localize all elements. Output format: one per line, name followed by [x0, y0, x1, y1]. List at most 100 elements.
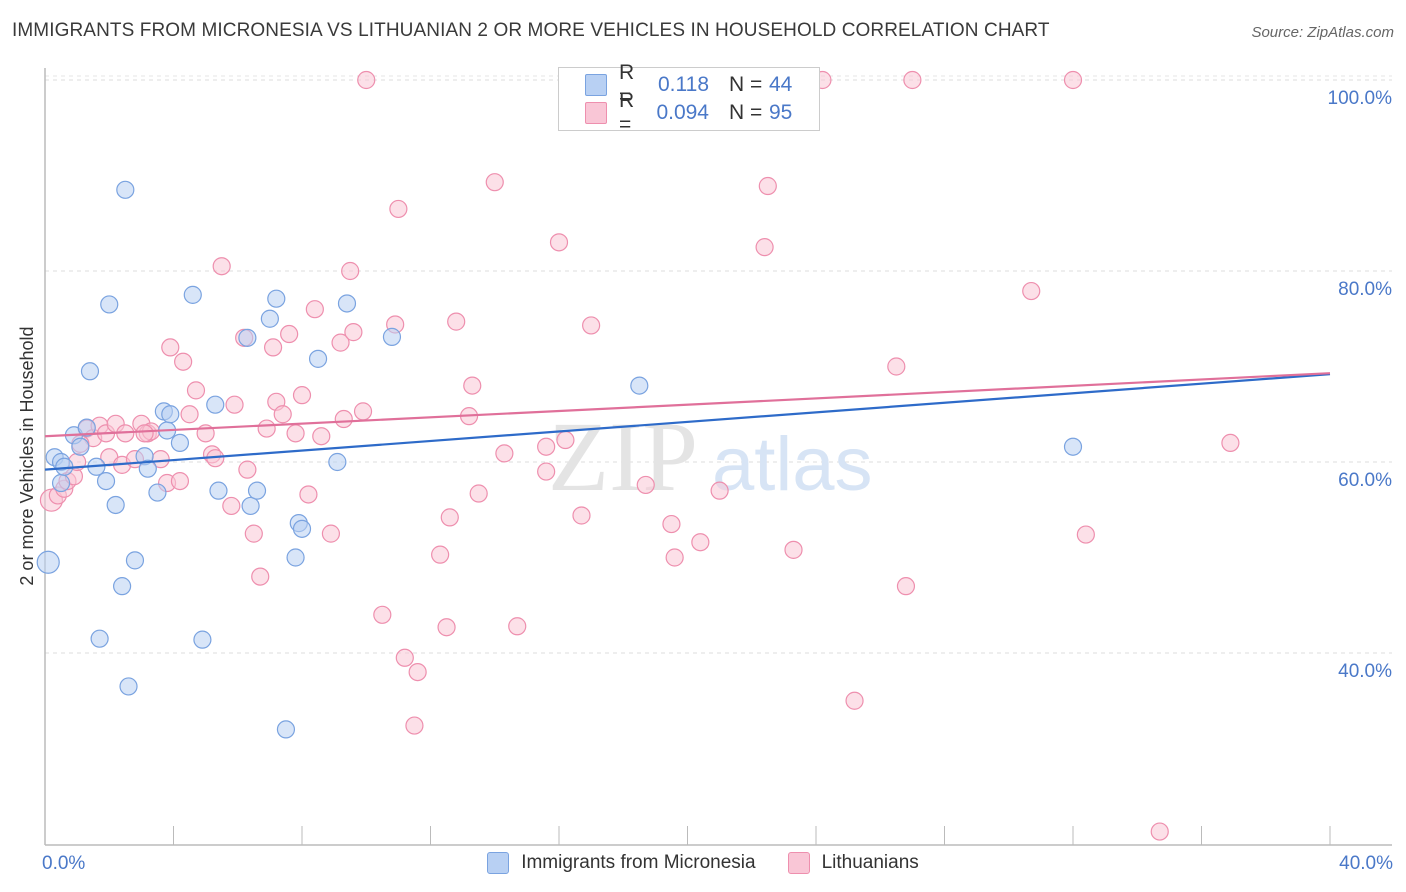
micronesia-point: [209, 481, 228, 500]
lithuanians-point: [447, 312, 466, 331]
lithuanians-point: [251, 567, 270, 586]
legend-n-label: N =: [729, 101, 763, 124]
lithuanians-point: [305, 300, 324, 319]
axes: [44, 68, 1392, 846]
micronesia-point: [77, 418, 96, 437]
lithuanians-point: [353, 402, 373, 421]
micronesia-point: [276, 720, 296, 739]
micronesia-point: [630, 376, 649, 395]
legend-r-label: R =: [619, 89, 635, 136]
micronesia-point: [90, 629, 109, 648]
micronesia-point: [337, 294, 357, 313]
x-tick-label-min: 0.0%: [42, 853, 85, 874]
micronesia-point: [96, 472, 116, 491]
micronesia-point: [80, 362, 100, 381]
lithuanians-point: [312, 427, 331, 446]
micronesia-point: [36, 550, 60, 574]
lithuanians-point: [537, 462, 556, 481]
lithuanians-point: [549, 233, 569, 252]
lithuanians-point: [225, 395, 244, 414]
legend-n-label: N =: [729, 73, 763, 96]
lithuanians-point: [903, 70, 922, 90]
micronesia-point: [51, 473, 71, 493]
watermark-zip: ZIP: [548, 401, 698, 512]
lithuanians-point: [331, 333, 350, 352]
stats-legend: R = 0.118 N = 44 R = 0.094 N = 95: [558, 61, 820, 136]
lithuanians-point: [161, 338, 180, 357]
lithuanians-point: [334, 409, 353, 429]
lithuanians-point: [440, 508, 459, 527]
lithuanians-point: [405, 716, 424, 735]
lithuanians-point: [170, 472, 190, 491]
lithuanians-point: [508, 617, 527, 636]
trend-lines: [44, 372, 1331, 471]
micronesia-point: [71, 437, 90, 456]
lithuanians-point: [887, 357, 906, 376]
legend-row-lithuanians: R = 0.094 N = 95: [585, 89, 793, 136]
y-tick-label: 40.0%: [1338, 661, 1392, 682]
y-tick-label: 60.0%: [1338, 470, 1392, 491]
micronesia-point: [183, 285, 202, 304]
micronesia-point: [170, 433, 190, 452]
lithuanians-point: [292, 386, 312, 405]
lithuanians-point: [845, 691, 864, 710]
lithuanians-point: [280, 324, 299, 344]
watermark-atlas: atlas: [712, 422, 873, 507]
lithuanians-point: [244, 524, 263, 543]
lithuanians-point: [784, 540, 803, 559]
series-label-lithuanians: Lithuanians: [821, 852, 919, 873]
lithuanians-point: [212, 257, 231, 276]
micronesia-point: [260, 309, 279, 328]
legend-row-micronesia: R = 0.118 N = 44: [585, 61, 792, 108]
lithuanians-point: [263, 338, 283, 357]
y-tick-label: 100.0%: [1328, 88, 1393, 109]
lithuanians-point: [1076, 525, 1095, 544]
lithuanians-point: [321, 524, 341, 543]
lithuanians-point: [896, 577, 916, 596]
lithuanians-point: [665, 548, 684, 567]
micronesia-point: [247, 481, 267, 500]
tick-labels: 40.0% 60.0% 80.0% 100.0% 0.0% 40.0%: [42, 88, 1393, 874]
lithuanians-point: [758, 176, 777, 196]
lithuanians-point: [431, 545, 450, 564]
lithuanians-point: [373, 605, 392, 624]
lithuanians-point: [463, 376, 482, 395]
micronesia-point: [138, 459, 157, 478]
micronesia-point: [382, 327, 402, 346]
legend-r-value: 0.118: [658, 73, 709, 96]
lithuanians-point: [1221, 433, 1240, 452]
data-points: [36, 70, 1240, 841]
series-swatch-lithuanians: [787, 852, 810, 874]
micronesia-point: [1063, 437, 1083, 456]
micronesia-point: [292, 519, 312, 538]
series-legend-micronesia[interactable]: Immigrants from Micronesia: [487, 852, 756, 874]
micronesia-point: [161, 405, 180, 424]
lithuanians-point: [755, 238, 774, 257]
micronesia-point: [119, 677, 138, 696]
series-label-micronesia: Immigrants from Micronesia: [521, 852, 756, 873]
lithuanians-point: [222, 496, 241, 516]
series-legend-lithuanians[interactable]: Lithuanians: [787, 852, 919, 874]
legend-swatch-lithuanians: [585, 102, 607, 124]
x-tick-label-max: 40.0%: [1339, 853, 1393, 874]
micronesia-point: [193, 630, 212, 649]
micronesia-point: [125, 551, 145, 570]
lithuanians-point: [710, 481, 729, 500]
lithuanians-point: [389, 199, 408, 219]
y-tick-label: 80.0%: [1338, 279, 1392, 300]
series-legend: Immigrants from Micronesia Lithuanians: [0, 852, 1406, 874]
micronesia-point: [106, 495, 125, 515]
micronesia-point: [286, 548, 305, 567]
y-axis-label: 2 or more Vehicles in Household: [17, 326, 37, 585]
lithuanians-point: [395, 648, 414, 667]
lithuanians-point: [691, 533, 710, 552]
series-swatch-micronesia: [487, 852, 510, 874]
lithuanians-point: [273, 405, 292, 424]
micronesia-point: [267, 289, 286, 308]
source-label: Source: ZipAtlas.com: [1251, 24, 1394, 41]
lithuanians-point: [286, 424, 305, 443]
legend-r-label: R =: [619, 61, 635, 108]
micronesia-point: [238, 328, 257, 347]
lithuanians-point: [556, 430, 575, 450]
legend-n-value: 95: [769, 101, 793, 124]
